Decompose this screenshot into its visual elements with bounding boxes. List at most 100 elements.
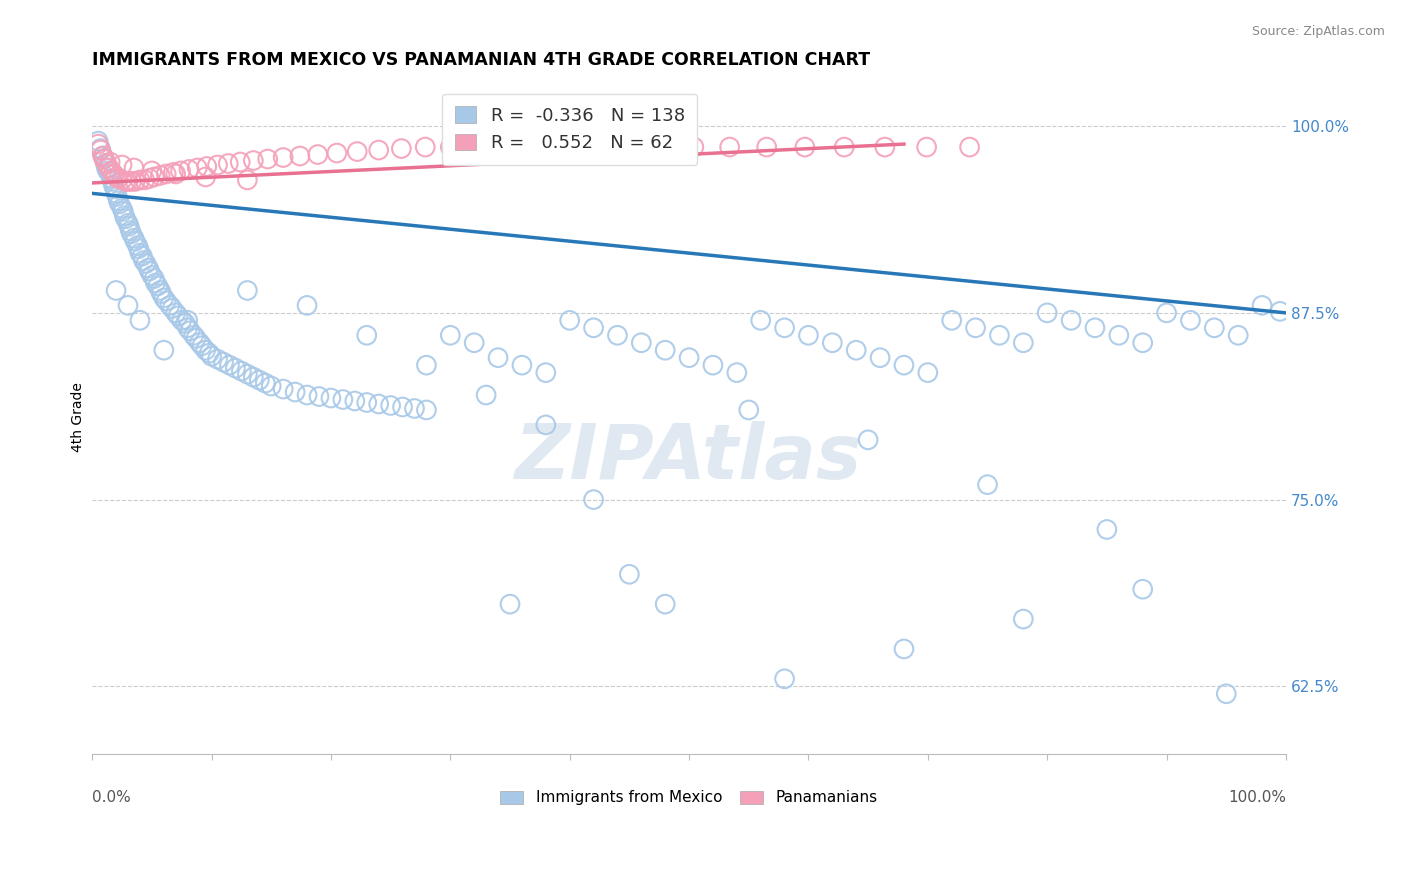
- Point: [87, 134, 110, 148]
- Point: [1012, 612, 1035, 626]
- Point: [108, 197, 131, 211]
- Point: [236, 284, 259, 298]
- Point: [87, 137, 110, 152]
- Point: [143, 169, 166, 184]
- Point: [856, 433, 879, 447]
- Point: [725, 366, 748, 380]
- Point: [1156, 306, 1178, 320]
- Point: [1227, 328, 1250, 343]
- Legend: Immigrants from Mexico, Panamanians: Immigrants from Mexico, Panamanians: [494, 783, 886, 814]
- Point: [534, 366, 557, 380]
- Point: [959, 140, 981, 154]
- Point: [773, 672, 796, 686]
- Point: [176, 313, 198, 327]
- Point: [821, 335, 844, 350]
- Point: [260, 379, 283, 393]
- Point: [678, 351, 700, 365]
- Point: [917, 366, 939, 380]
- Point: [97, 161, 120, 175]
- Point: [295, 388, 318, 402]
- Point: [200, 349, 222, 363]
- Point: [212, 355, 235, 369]
- Point: [122, 161, 145, 175]
- Point: [915, 140, 938, 154]
- Point: [738, 403, 761, 417]
- Point: [176, 320, 198, 334]
- Point: [120, 224, 142, 238]
- Point: [159, 298, 181, 312]
- Text: IMMIGRANTS FROM MEXICO VS PANAMANIAN 4TH GRADE CORRELATION CHART: IMMIGRANTS FROM MEXICO VS PANAMANIAN 4TH…: [93, 51, 870, 69]
- Point: [198, 346, 221, 360]
- Point: [218, 358, 240, 372]
- Point: [391, 400, 413, 414]
- Point: [413, 140, 436, 154]
- Point: [105, 189, 128, 203]
- Point: [179, 324, 201, 338]
- Point: [582, 140, 605, 154]
- Point: [465, 140, 488, 154]
- Point: [112, 204, 135, 219]
- Point: [129, 313, 152, 327]
- Point: [307, 147, 329, 161]
- Point: [247, 373, 270, 387]
- Point: [143, 271, 166, 285]
- Point: [749, 313, 772, 327]
- Point: [107, 194, 129, 208]
- Point: [793, 140, 815, 154]
- Point: [111, 158, 134, 172]
- Point: [100, 164, 122, 178]
- Point: [162, 165, 184, 179]
- Point: [1084, 320, 1107, 334]
- Point: [558, 313, 581, 327]
- Point: [138, 264, 160, 278]
- Point: [131, 249, 153, 263]
- Point: [129, 246, 152, 260]
- Point: [702, 358, 724, 372]
- Point: [231, 364, 253, 378]
- Point: [170, 313, 193, 327]
- Point: [121, 227, 143, 241]
- Point: [136, 261, 159, 276]
- Point: [295, 298, 318, 312]
- Point: [97, 164, 120, 178]
- Point: [346, 145, 368, 159]
- Point: [160, 301, 183, 316]
- Point: [91, 149, 114, 163]
- Point: [332, 392, 354, 407]
- Point: [100, 171, 122, 186]
- Text: 0.0%: 0.0%: [93, 790, 131, 805]
- Point: [169, 164, 191, 178]
- Point: [326, 146, 349, 161]
- Point: [1132, 582, 1154, 597]
- Point: [153, 343, 176, 358]
- Point: [114, 174, 136, 188]
- Point: [869, 351, 891, 365]
- Point: [463, 335, 485, 350]
- Point: [1215, 687, 1237, 701]
- Point: [155, 167, 177, 181]
- Point: [1108, 328, 1130, 343]
- Point: [134, 173, 156, 187]
- Point: [367, 143, 389, 157]
- Point: [389, 142, 412, 156]
- Point: [534, 417, 557, 432]
- Point: [256, 152, 278, 166]
- Point: [111, 202, 134, 216]
- Point: [242, 370, 264, 384]
- Point: [1012, 335, 1035, 350]
- Point: [93, 152, 115, 166]
- Point: [94, 156, 117, 170]
- Point: [582, 320, 605, 334]
- Point: [367, 397, 389, 411]
- Point: [380, 399, 402, 413]
- Point: [271, 151, 294, 165]
- Point: [149, 284, 172, 298]
- Point: [224, 361, 246, 376]
- Point: [551, 140, 574, 154]
- Point: [105, 186, 128, 201]
- Point: [284, 385, 307, 400]
- Point: [194, 343, 217, 358]
- Text: 100.0%: 100.0%: [1227, 790, 1286, 805]
- Point: [195, 160, 218, 174]
- Point: [117, 174, 139, 188]
